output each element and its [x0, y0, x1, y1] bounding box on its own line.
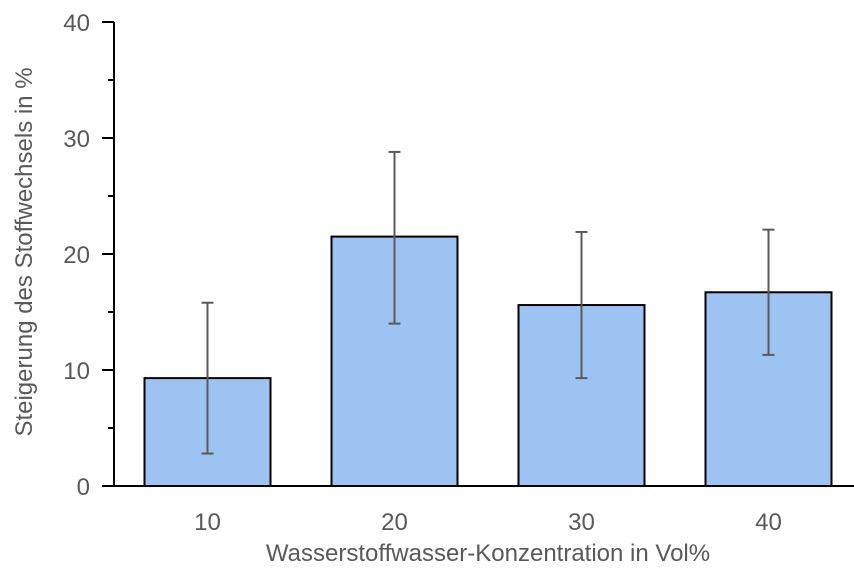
y-tick-label: 30 [63, 126, 90, 153]
x-tick-label: 10 [194, 509, 221, 536]
x-tick-label: 20 [381, 509, 408, 536]
axes-group [102, 21, 854, 487]
x-axis-title: Wasserstoffwasser-Konzentration in Vol% [266, 540, 710, 567]
tick-labels-group: 10 20 30 40 0 10 20 30 40 [63, 10, 782, 536]
y-tick-label: 20 [63, 242, 90, 269]
y-axis-title: Steigerung des Stoffwechsels in % [11, 67, 38, 436]
y-tick-label: 0 [77, 474, 90, 501]
error-bars-group [201, 150, 775, 455]
y-tick-label: 40 [63, 10, 90, 37]
y-tick-label: 10 [63, 358, 90, 385]
x-tick-label: 30 [568, 509, 595, 536]
x-tick-label: 40 [755, 509, 782, 536]
bars-group [143, 235, 833, 488]
